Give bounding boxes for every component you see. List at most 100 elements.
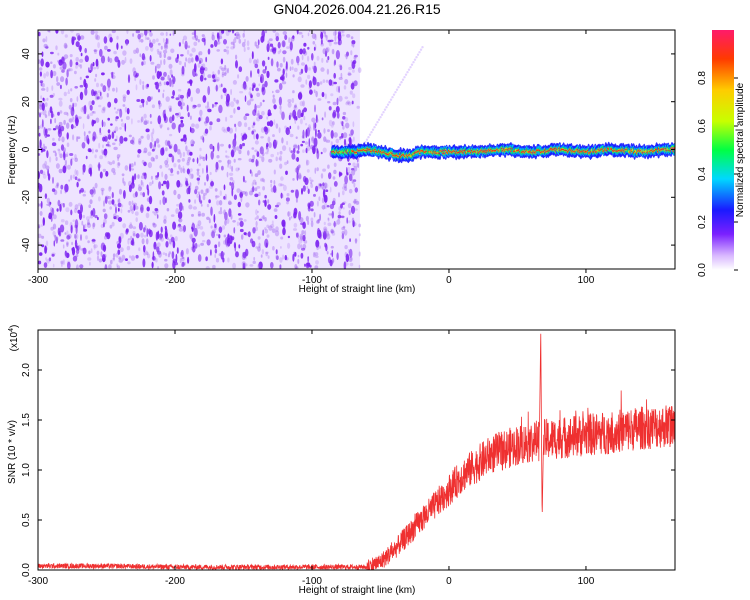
- noise-speckle: [276, 61, 279, 68]
- noise-speckle: [38, 125, 41, 130]
- noise-speckle: [91, 148, 94, 154]
- noise-speckle: [112, 253, 116, 258]
- noise-speckle: [325, 243, 328, 252]
- noise-speckle: [243, 232, 247, 236]
- noise-speckle: [141, 61, 144, 66]
- noise-speckle: [117, 202, 122, 208]
- noise-speckle: [293, 211, 297, 219]
- noise-streak-dot: [383, 108, 387, 111]
- noise-speckle: [164, 41, 167, 45]
- noise-speckle: [80, 35, 85, 40]
- noise-speckle: [181, 256, 185, 262]
- noise-speckle: [198, 194, 201, 203]
- noise-speckle: [331, 121, 335, 126]
- noise-speckle: [78, 211, 83, 221]
- noise-speckle: [39, 67, 43, 71]
- colorbar-label: Normalized spectral amplitude: [735, 82, 746, 217]
- noise-speckle: [318, 232, 322, 240]
- noise-speckle: [122, 104, 126, 107]
- noise-speckle: [268, 38, 273, 42]
- noise-speckle: [313, 46, 316, 51]
- noise-speckle: [292, 109, 297, 119]
- noise-streak-dot: [403, 76, 406, 79]
- noise-speckle: [264, 228, 269, 234]
- noise-speckle: [60, 260, 63, 268]
- noise-speckle: [297, 92, 303, 100]
- noise-speckle: [96, 82, 99, 88]
- noise-speckle: [278, 183, 283, 187]
- noise-speckle: [138, 140, 142, 145]
- noise-speckle: [181, 261, 185, 267]
- noise-speckle: [196, 193, 199, 198]
- noise-speckle: [39, 71, 43, 77]
- noise-speckle: [267, 199, 270, 204]
- noise-speckle: [144, 30, 148, 36]
- noise-speckle: [333, 41, 338, 45]
- noise-speckle: [329, 39, 334, 42]
- noise-speckle: [278, 127, 281, 134]
- noise-speckle: [201, 212, 206, 217]
- noise-speckle: [45, 240, 49, 247]
- noise-speckle: [348, 188, 353, 194]
- noise-speckle: [170, 214, 175, 217]
- noise-speckle: [52, 263, 55, 268]
- noise-speckle: [218, 228, 223, 233]
- noise-speckle: [348, 248, 353, 258]
- noise-speckle: [267, 204, 272, 210]
- noise-speckle: [304, 131, 307, 138]
- noise-speckle: [96, 255, 100, 261]
- noise-speckle: [143, 234, 147, 238]
- noise-speckle: [220, 83, 223, 88]
- noise-speckle: [186, 161, 190, 166]
- noise-speckle: [52, 150, 57, 153]
- noise-speckle: [317, 129, 320, 133]
- noise-speckle: [145, 212, 150, 219]
- noise-speckle: [123, 190, 126, 199]
- noise-speckle: [140, 116, 144, 123]
- noise-speckle: [322, 79, 326, 83]
- noise-streak-dot: [379, 116, 382, 119]
- noise-speckle: [84, 55, 89, 63]
- noise-speckle: [281, 194, 284, 198]
- noise-speckle: [243, 115, 247, 121]
- noise-speckle: [82, 163, 86, 173]
- noise-speckle: [241, 191, 246, 195]
- noise-speckle: [223, 234, 227, 238]
- noise-speckle: [205, 188, 209, 194]
- noise-speckle: [203, 38, 206, 46]
- noise-speckle: [315, 185, 319, 192]
- noise-speckle: [115, 116, 119, 120]
- noise-speckle: [94, 182, 98, 189]
- noise-speckle: [113, 216, 117, 220]
- noise-speckle: [166, 237, 169, 241]
- noise-speckle: [286, 193, 290, 197]
- noise-speckle: [206, 239, 211, 246]
- noise-speckle: [353, 165, 358, 172]
- noise-speckle: [121, 59, 125, 65]
- noise-speckle: [226, 218, 230, 225]
- noise-speckle: [125, 228, 129, 233]
- noise-speckle: [53, 240, 56, 247]
- noise-speckle: [172, 258, 177, 264]
- noise-speckle: [336, 111, 340, 119]
- noise-speckle: [347, 71, 351, 76]
- noise-speckle: [41, 51, 44, 57]
- noise-speckle: [146, 251, 149, 256]
- noise-speckle: [153, 246, 158, 250]
- noise-speckle: [222, 257, 225, 263]
- noise-speckle: [288, 130, 291, 135]
- noise-speckle: [243, 219, 247, 222]
- noise-speckle: [317, 98, 322, 101]
- noise-speckle: [138, 247, 141, 252]
- noise-speckle: [208, 199, 211, 204]
- noise-speckle: [74, 233, 77, 239]
- noise-speckle: [107, 102, 109, 108]
- noise-speckle: [63, 91, 67, 97]
- noise-speckle: [140, 98, 145, 104]
- noise-speckle: [230, 46, 235, 50]
- noise-speckle: [157, 172, 160, 177]
- noise-speckle: [282, 56, 286, 63]
- noise-speckle: [40, 200, 43, 209]
- noise-speckle: [330, 245, 334, 249]
- noise-speckle: [72, 219, 75, 222]
